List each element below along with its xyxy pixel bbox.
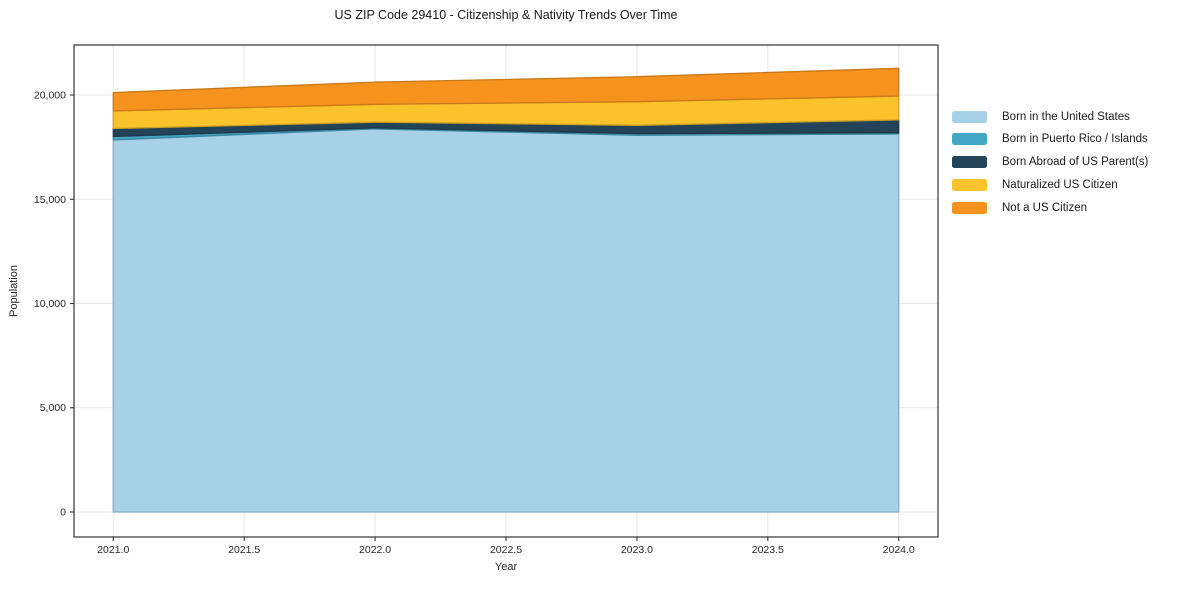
legend-item: Born Abroad of US Parent(s) [952, 154, 1148, 170]
x-tick-label: 2021.0 [97, 544, 129, 556]
legend-swatch-icon [952, 156, 987, 169]
y-tick-label: 0 [60, 506, 66, 518]
y-axis-label: Population [8, 265, 20, 317]
legend-label: Born in the United States [1002, 110, 1130, 123]
legend-swatch-icon [952, 178, 987, 191]
legend-item: Born in the United States [952, 109, 1130, 125]
y-tick-label: 15,000 [34, 194, 66, 206]
y-tick-label: 20,000 [34, 90, 66, 102]
legend-label: Naturalized US Citizen [1002, 178, 1118, 191]
legend-swatch-icon [952, 201, 987, 214]
area-band-5 [112, 67, 900, 112]
y-tick-label: 5,000 [40, 402, 66, 414]
legend-swatch-icon [952, 110, 987, 123]
legend-item: Naturalized US Citizen [952, 177, 1118, 193]
x-tick-label: 2022.0 [359, 544, 391, 556]
x-tick-label: 2024.0 [883, 544, 915, 556]
legend-swatch-icon [952, 133, 987, 146]
legend-item: Born in Puerto Rico / Islands [952, 131, 1148, 147]
x-axis-label: Year [494, 561, 518, 573]
x-tick-label: 2023.5 [752, 544, 784, 556]
x-tick-label: 2023.0 [621, 544, 653, 556]
y-tick-label: 10,000 [34, 298, 66, 310]
chart-title: US ZIP Code 29410 - Citizenship & Nativi… [334, 8, 678, 22]
legend-label: Born in Puerto Rico / Islands [1002, 133, 1148, 146]
legend-label: Not a US Citizen [1002, 201, 1088, 214]
x-tick-label: 2022.5 [490, 544, 522, 556]
legend-label: Born Abroad of US Parent(s) [1002, 156, 1149, 169]
area-band-1 [112, 128, 900, 513]
x-tick-label: 2021.5 [228, 544, 260, 556]
legend-item: Not a US Citizen [952, 200, 1087, 216]
